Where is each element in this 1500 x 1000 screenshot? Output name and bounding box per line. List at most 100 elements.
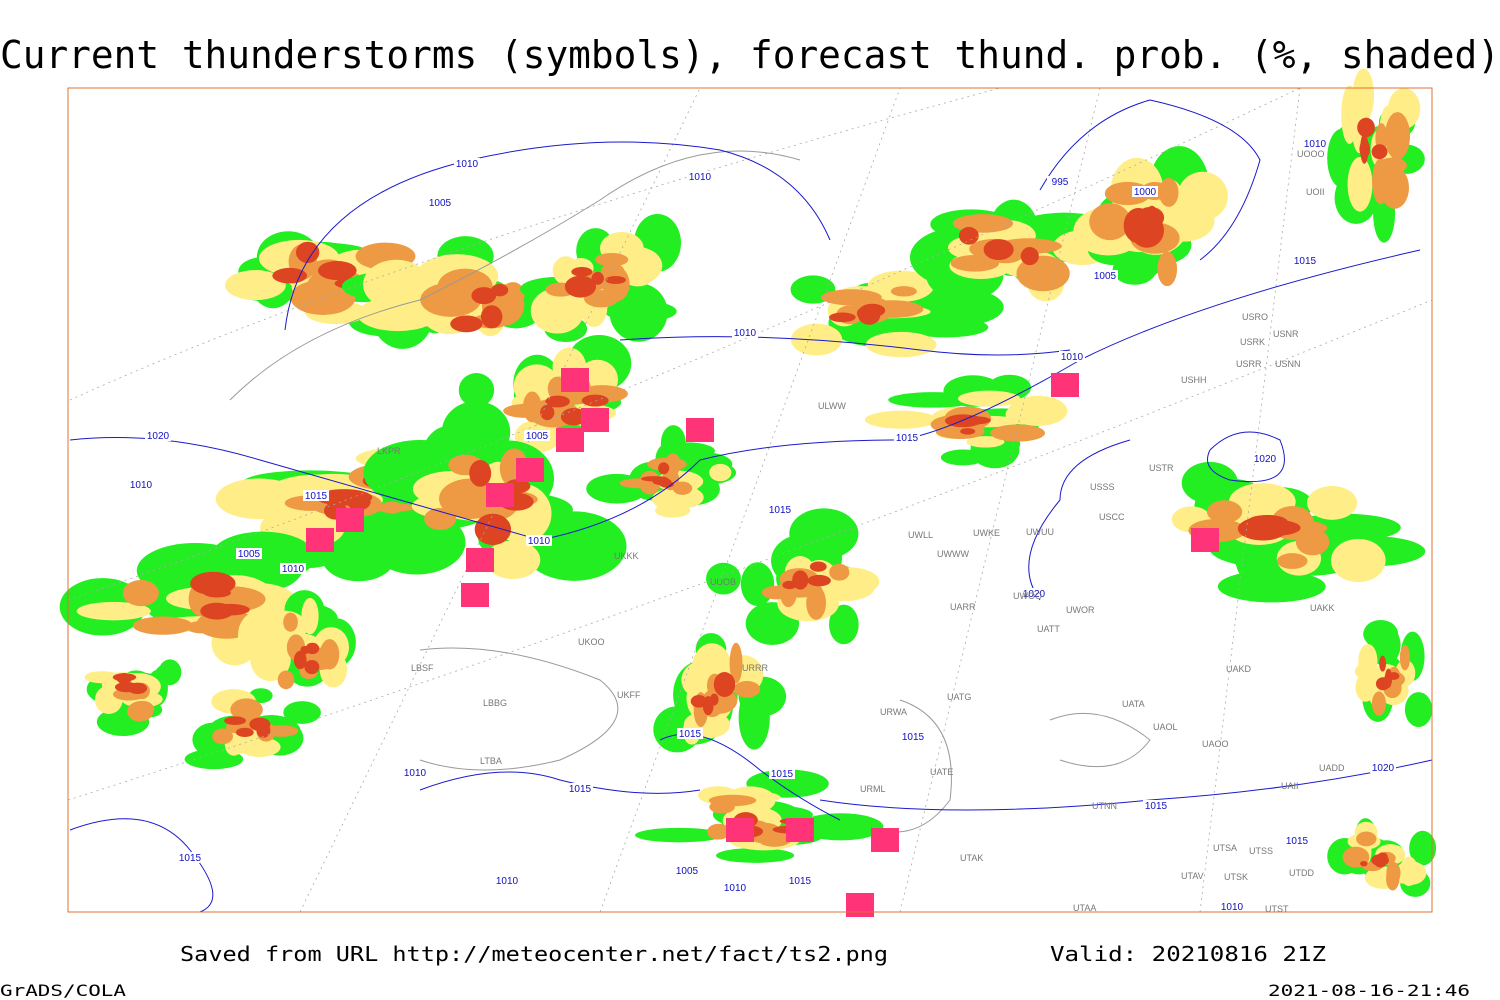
shaded-area: [1020, 247, 1039, 266]
label-background: [1284, 835, 1310, 846]
shaded-area: [660, 425, 686, 461]
thunderstorm-symbol: [516, 458, 544, 482]
shaded-area: [277, 670, 295, 690]
shaded-area: [540, 404, 555, 421]
shaded-area: [807, 574, 831, 587]
isobar-label: 1010: [496, 876, 519, 887]
shaded-area: [1341, 85, 1358, 144]
shaded-area: [829, 604, 859, 645]
thunderstorm-symbol: [786, 818, 814, 842]
shaded-area: [132, 616, 193, 635]
label-background: [1143, 800, 1169, 811]
isobar-label: 1010: [528, 536, 551, 547]
shaded-area: [792, 518, 845, 557]
label-background: [567, 783, 593, 794]
shaded-area: [1157, 251, 1178, 287]
timestamp: 2021-08-16-21:46: [1268, 981, 1470, 1000]
station-code: UAOO: [1202, 739, 1229, 749]
isobar-label: 1020: [1023, 589, 1046, 600]
thunderstorm-symbol: [581, 408, 609, 432]
station-code: UAOL: [1153, 722, 1178, 732]
station-code: URRR: [742, 663, 768, 673]
thunderstorm-symbol: [336, 508, 364, 532]
isobar-label: 1010: [456, 159, 479, 170]
isobar-label: 1015: [789, 876, 812, 887]
isobar-label: 1005: [676, 866, 699, 877]
isobar-label: 1015: [1294, 256, 1317, 267]
shaded-area: [958, 226, 979, 245]
station-code: LBSF: [411, 663, 434, 673]
shaded-area: [1276, 553, 1308, 569]
shaded-area: [864, 410, 938, 429]
shaded-area: [702, 696, 714, 716]
shaded-area: [293, 650, 307, 670]
shaded-area: [203, 588, 231, 598]
shaded-area: [658, 462, 670, 475]
shaded-area: [1358, 643, 1378, 679]
isobar-label: 1005: [526, 431, 549, 442]
station-code: USSS: [1090, 482, 1115, 492]
shaded-area: [1356, 831, 1377, 847]
station-code: UTST: [1265, 904, 1289, 914]
shaded-area: [829, 563, 850, 581]
shaded-area: [84, 671, 120, 684]
label-background: [732, 327, 758, 338]
isobar-label: 1010: [724, 883, 747, 894]
shaded-area: [782, 580, 797, 590]
station-code: UKOO: [578, 637, 605, 647]
shaded-area: [1409, 830, 1437, 866]
shaded-area: [1089, 203, 1131, 241]
station-code: UTAK: [960, 853, 983, 863]
station-code: UWWW: [937, 549, 969, 559]
shaded-area: [310, 293, 335, 315]
shaded-area: [581, 394, 609, 407]
isobar-label: 1015: [896, 433, 919, 444]
map-frame: [67, 87, 1433, 913]
shaded-area: [458, 373, 495, 408]
label-background: [787, 875, 813, 886]
thunderstorm-symbol: [561, 368, 589, 392]
shaded-area: [809, 814, 852, 831]
shaded-area: [1379, 655, 1387, 672]
label-background: [402, 767, 428, 778]
shaded-area: [304, 659, 320, 675]
station-code: UTSK: [1224, 872, 1248, 882]
shaded-area: [305, 642, 320, 655]
shaded-area: [738, 685, 770, 750]
station-code: UWOR: [1066, 605, 1095, 615]
station-code: LTBA: [480, 756, 502, 766]
station-code: UTSA: [1213, 843, 1237, 853]
shaded-area: [318, 260, 357, 281]
shaded-area: [964, 416, 991, 425]
shaded-area: [315, 489, 373, 506]
shaded-area: [283, 612, 298, 632]
shaded-area: [605, 275, 626, 285]
label-background: [674, 865, 700, 876]
shaded-area: [127, 682, 148, 694]
shaded-area: [1357, 117, 1375, 138]
label-background: [900, 731, 926, 742]
isobar-label: 1015: [179, 853, 202, 864]
isobar-label: 1015: [1286, 836, 1309, 847]
isobar-label: 1020: [1372, 763, 1395, 774]
shaded-area: [491, 283, 509, 297]
label-background: [494, 875, 520, 886]
shaded-area: [283, 701, 321, 724]
shaded-area: [212, 728, 233, 745]
station-code: LKPR: [377, 446, 401, 456]
shaded-area: [809, 561, 827, 572]
isobar-label: 1010: [282, 564, 305, 575]
isobar-label: 1020: [1254, 454, 1277, 465]
shaded-area: [990, 424, 1045, 442]
label-background: [677, 728, 703, 739]
source-note: Saved from URL http://meteocenter.net/fa…: [180, 942, 888, 966]
shaded-area: [224, 716, 246, 725]
shaded-area: [761, 585, 792, 600]
isobar-label: 1015: [305, 491, 328, 502]
shaded-area: [1386, 866, 1400, 891]
shaded-area: [200, 602, 234, 620]
thunderstorm-symbol: [846, 893, 874, 917]
thunderstorm-symbol: [686, 418, 714, 442]
shaded-area: [1352, 68, 1375, 123]
shaded-area: [485, 540, 541, 580]
